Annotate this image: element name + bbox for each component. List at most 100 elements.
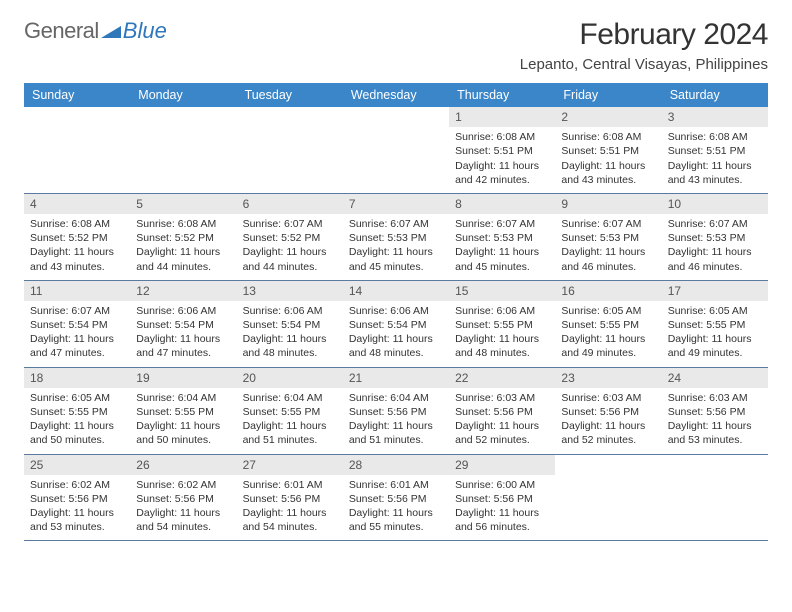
day-info: Sunrise: 6:07 AMSunset: 5:53 PMDaylight:… [343,214,449,280]
day-number: 19 [130,368,236,388]
day-number: 1 [449,107,555,127]
daylight-text-2: and 43 minutes. [30,260,124,274]
calendar-week-row: ........1Sunrise: 6:08 AMSunset: 5:51 PM… [24,107,768,193]
day-info: Sunrise: 6:02 AMSunset: 5:56 PMDaylight:… [130,475,236,541]
day-number: 26 [130,455,236,475]
daylight-text-1: Daylight: 11 hours [349,419,443,433]
calendar-week-row: 11Sunrise: 6:07 AMSunset: 5:54 PMDayligh… [24,280,768,367]
day-info: Sunrise: 6:03 AMSunset: 5:56 PMDaylight:… [449,388,555,454]
calendar-day-cell: 9Sunrise: 6:07 AMSunset: 5:53 PMDaylight… [555,193,661,280]
daylight-text-2: and 50 minutes. [136,433,230,447]
daylight-text-1: Daylight: 11 hours [243,245,337,259]
sunset-text: Sunset: 5:51 PM [455,144,549,158]
sunset-text: Sunset: 5:55 PM [561,318,655,332]
day-number: 6 [237,194,343,214]
daylight-text-2: and 48 minutes. [243,346,337,360]
sunrise-text: Sunrise: 6:02 AM [136,478,230,492]
sunset-text: Sunset: 5:56 PM [668,405,762,419]
calendar-week-row: 18Sunrise: 6:05 AMSunset: 5:55 PMDayligh… [24,367,768,454]
sunrise-text: Sunrise: 6:03 AM [455,391,549,405]
day-info: Sunrise: 6:08 AMSunset: 5:51 PMDaylight:… [662,127,768,193]
sunset-text: Sunset: 5:56 PM [561,405,655,419]
day-number: 18 [24,368,130,388]
daylight-text-1: Daylight: 11 hours [349,245,443,259]
sunrise-text: Sunrise: 6:08 AM [455,130,549,144]
daylight-text-2: and 48 minutes. [349,346,443,360]
calendar-day-cell: 29Sunrise: 6:00 AMSunset: 5:56 PMDayligh… [449,454,555,541]
sunrise-text: Sunrise: 6:01 AM [243,478,337,492]
daylight-text-1: Daylight: 11 hours [561,159,655,173]
calendar-day-cell: 24Sunrise: 6:03 AMSunset: 5:56 PMDayligh… [662,367,768,454]
calendar-day-cell: 17Sunrise: 6:05 AMSunset: 5:55 PMDayligh… [662,280,768,367]
sunrise-text: Sunrise: 6:06 AM [455,304,549,318]
sunset-text: Sunset: 5:55 PM [243,405,337,419]
day-header-row: Sunday Monday Tuesday Wednesday Thursday… [24,83,768,107]
sunrise-text: Sunrise: 6:04 AM [136,391,230,405]
daylight-text-2: and 49 minutes. [561,346,655,360]
sunrise-text: Sunrise: 6:07 AM [561,217,655,231]
daylight-text-1: Daylight: 11 hours [668,245,762,259]
daylight-text-1: Daylight: 11 hours [455,506,549,520]
sunrise-text: Sunrise: 6:05 AM [561,304,655,318]
daylight-text-1: Daylight: 11 hours [455,419,549,433]
calendar-day-cell: 1Sunrise: 6:08 AMSunset: 5:51 PMDaylight… [449,107,555,193]
sunset-text: Sunset: 5:53 PM [349,231,443,245]
day-number: 14 [343,281,449,301]
daylight-text-2: and 54 minutes. [136,520,230,534]
sunset-text: Sunset: 5:52 PM [30,231,124,245]
sunset-text: Sunset: 5:54 PM [136,318,230,332]
daylight-text-1: Daylight: 11 hours [561,245,655,259]
calendar-day-cell: 4Sunrise: 6:08 AMSunset: 5:52 PMDaylight… [24,193,130,280]
daylight-text-2: and 52 minutes. [455,433,549,447]
day-info: Sunrise: 6:07 AMSunset: 5:54 PMDaylight:… [24,301,130,367]
daylight-text-1: Daylight: 11 hours [30,245,124,259]
calendar-day-cell: 5Sunrise: 6:08 AMSunset: 5:52 PMDaylight… [130,193,236,280]
calendar-day-cell: 10Sunrise: 6:07 AMSunset: 5:53 PMDayligh… [662,193,768,280]
daylight-text-1: Daylight: 11 hours [243,332,337,346]
day-header: Tuesday [237,83,343,107]
day-info: Sunrise: 6:06 AMSunset: 5:54 PMDaylight:… [237,301,343,367]
day-number: 2 [555,107,661,127]
daylight-text-1: Daylight: 11 hours [136,332,230,346]
daylight-text-2: and 49 minutes. [668,346,762,360]
calendar-day-cell: 3Sunrise: 6:08 AMSunset: 5:51 PMDaylight… [662,107,768,193]
day-number: 21 [343,368,449,388]
day-info: Sunrise: 6:05 AMSunset: 5:55 PMDaylight:… [24,388,130,454]
calendar-day-cell: 16Sunrise: 6:05 AMSunset: 5:55 PMDayligh… [555,280,661,367]
day-number: 29 [449,455,555,475]
day-header: Saturday [662,83,768,107]
sunrise-text: Sunrise: 6:03 AM [668,391,762,405]
daylight-text-1: Daylight: 11 hours [668,159,762,173]
sunrise-text: Sunrise: 6:08 AM [668,130,762,144]
daylight-text-1: Daylight: 11 hours [455,332,549,346]
calendar-day-cell: 26Sunrise: 6:02 AMSunset: 5:56 PMDayligh… [130,454,236,541]
day-number: 27 [237,455,343,475]
daylight-text-2: and 42 minutes. [455,173,549,187]
day-header: Wednesday [343,83,449,107]
sunrise-text: Sunrise: 6:01 AM [349,478,443,492]
location-subtitle: Lepanto, Central Visayas, Philippines [520,56,768,73]
sunset-text: Sunset: 5:54 PM [243,318,337,332]
sunset-text: Sunset: 5:53 PM [561,231,655,245]
calendar-day-cell: 11Sunrise: 6:07 AMSunset: 5:54 PMDayligh… [24,280,130,367]
day-info: Sunrise: 6:08 AMSunset: 5:51 PMDaylight:… [555,127,661,193]
calendar-day-cell: 15Sunrise: 6:06 AMSunset: 5:55 PMDayligh… [449,280,555,367]
day-info: Sunrise: 6:01 AMSunset: 5:56 PMDaylight:… [343,475,449,541]
daylight-text-2: and 53 minutes. [30,520,124,534]
brand-part1: General [24,18,99,44]
sunset-text: Sunset: 5:55 PM [455,318,549,332]
sunset-text: Sunset: 5:53 PM [455,231,549,245]
sunset-text: Sunset: 5:54 PM [30,318,124,332]
day-header: Monday [130,83,236,107]
daylight-text-1: Daylight: 11 hours [30,506,124,520]
daylight-text-2: and 43 minutes. [668,173,762,187]
title-block: February 2024 Lepanto, Central Visayas, … [520,18,768,73]
sunrise-text: Sunrise: 6:08 AM [561,130,655,144]
sunset-text: Sunset: 5:56 PM [243,492,337,506]
daylight-text-1: Daylight: 11 hours [349,332,443,346]
daylight-text-2: and 52 minutes. [561,433,655,447]
calendar-day-cell: 20Sunrise: 6:04 AMSunset: 5:55 PMDayligh… [237,367,343,454]
calendar-week-row: 4Sunrise: 6:08 AMSunset: 5:52 PMDaylight… [24,193,768,280]
day-number: 25 [24,455,130,475]
daylight-text-1: Daylight: 11 hours [668,419,762,433]
